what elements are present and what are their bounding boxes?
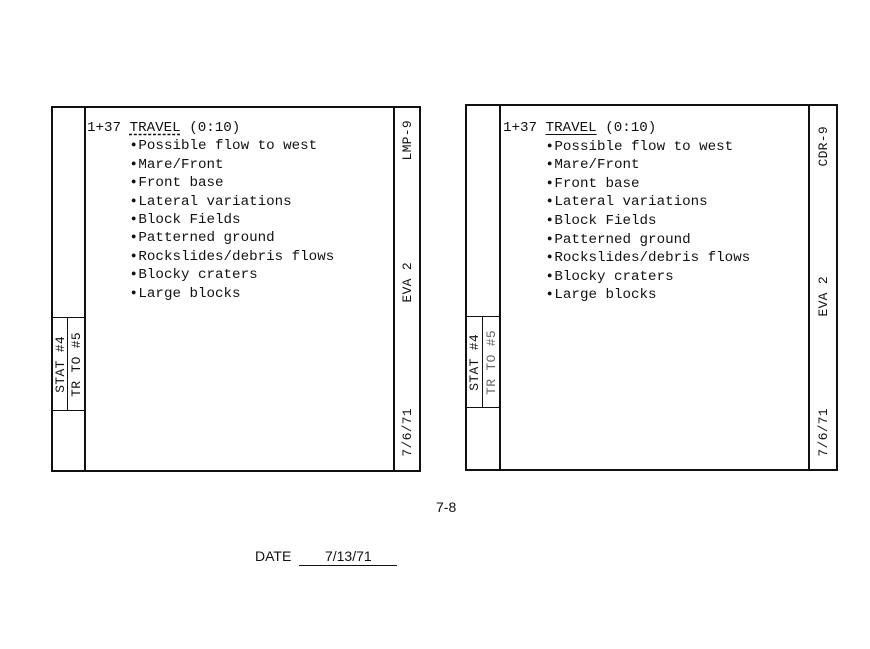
crew-label-cell: LMP-9 xyxy=(395,120,419,161)
list-item: Rockslides/debris flows xyxy=(547,249,750,268)
traverse-label-cell: TR TO #5 xyxy=(67,318,84,410)
cuff-checklist-card-cdr: STAT #4 TR TO #5 1+37 TRAVEL (0:10) Poss… xyxy=(465,104,838,471)
heading-title: TRAVEL xyxy=(129,120,181,136)
list-item: Large blocks xyxy=(547,286,750,305)
heading-time: 1+37 xyxy=(503,120,538,136)
list-item: Mare/Front xyxy=(547,156,750,175)
eva-label-cell: EVA 2 xyxy=(395,262,419,303)
crew-label: CDR-9 xyxy=(815,126,831,167)
checklist-items: Possible flow to west Mare/Front Front b… xyxy=(547,138,750,305)
eva-label: EVA 2 xyxy=(399,262,415,303)
list-item: Blocky craters xyxy=(547,268,750,287)
date-value: 7/13/71 xyxy=(299,548,398,566)
heading-time: 1+37 xyxy=(87,120,122,136)
card-date-cell: 7/6/71 xyxy=(810,408,836,457)
heading-title: TRAVEL xyxy=(545,120,597,136)
list-item: Block Fields xyxy=(547,212,750,231)
station-label: STAT #4 xyxy=(467,333,482,391)
checklist-heading: 1+37 TRAVEL (0:10) xyxy=(503,120,750,138)
list-item: Mare/Front xyxy=(131,156,334,174)
date-line: DATE 7/13/71 xyxy=(255,548,398,566)
list-item: Large blocks xyxy=(131,285,334,303)
station-box: STAT #4 TR TO #5 xyxy=(467,316,499,408)
list-item: Possible flow to west xyxy=(131,137,334,155)
card-date: 7/6/71 xyxy=(399,408,415,457)
station-label-cell: STAT #4 xyxy=(467,317,482,407)
right-margin-strip: CDR-9 EVA 2 7/6/71 xyxy=(808,106,836,469)
traverse-label: TR TO #5 xyxy=(483,329,499,395)
checklist-items: Possible flow to west Mare/Front Front b… xyxy=(131,137,334,303)
card-date: 7/6/71 xyxy=(815,408,831,457)
date-label: DATE xyxy=(255,548,292,564)
checklist-heading: 1+37 TRAVEL (0:10) xyxy=(87,120,334,137)
left-margin-strip: STAT #4 TR TO #5 xyxy=(53,108,86,470)
station-label: STAT #4 xyxy=(52,335,68,393)
cuff-checklist-card-lmp: STAT #4 TR TO #5 1+37 TRAVEL (0:10) Poss… xyxy=(51,106,421,472)
list-item: Block Fields xyxy=(131,211,334,229)
right-margin-strip: LMP-9 EVA 2 7/6/71 xyxy=(393,108,419,470)
heading-duration: (0:10) xyxy=(605,120,657,136)
list-item: Lateral variations xyxy=(547,193,750,212)
traverse-label: TR TO #5 xyxy=(68,331,84,397)
list-item: Possible flow to west xyxy=(547,138,750,157)
list-item: Front base xyxy=(131,174,334,192)
list-item: Rockslides/debris flows xyxy=(131,248,334,266)
card-date-cell: 7/6/71 xyxy=(395,408,419,457)
page-number: 7-8 xyxy=(436,499,457,515)
checklist-content: 1+37 TRAVEL (0:10) Possible flow to west… xyxy=(503,120,750,305)
station-box: STAT #4 TR TO #5 xyxy=(53,317,84,411)
list-item: Lateral variations xyxy=(131,193,334,211)
list-item: Front base xyxy=(547,175,750,194)
left-margin-strip: STAT #4 TR TO #5 xyxy=(467,106,501,469)
crew-label-cell: CDR-9 xyxy=(810,126,836,167)
eva-label: EVA 2 xyxy=(815,276,831,317)
checklist-content: 1+37 TRAVEL (0:10) Possible flow to west… xyxy=(87,120,334,303)
heading-duration: (0:10) xyxy=(189,120,241,136)
crew-label: LMP-9 xyxy=(399,120,415,161)
station-label-cell: STAT #4 xyxy=(52,318,68,410)
eva-label-cell: EVA 2 xyxy=(810,276,836,317)
list-item: Patterned ground xyxy=(547,231,750,250)
list-item: Patterned ground xyxy=(131,229,334,247)
traverse-label-cell: TR TO #5 xyxy=(482,317,499,407)
list-item: Blocky craters xyxy=(131,266,334,284)
